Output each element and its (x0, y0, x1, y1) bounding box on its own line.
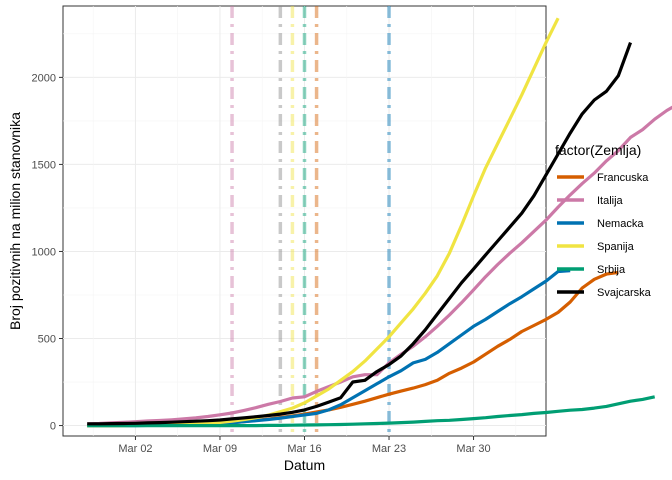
legend: factor(Zemlja) Francuska Italija Nemacka Sp… (555, 142, 652, 299)
series-line-srbija (87, 395, 656, 428)
legend-label-srbija: Srbija (597, 264, 626, 276)
x-tick-label: Mar 09 (203, 443, 237, 455)
series-line-svajcarska (87, 42, 633, 426)
legend-label-svajcarska: Svajcarska (597, 287, 652, 299)
y-tick-label: 1000 (32, 246, 56, 258)
x-tick-label: Mar 30 (456, 443, 490, 455)
y-axis-title: Broj pozitivnih na milion stanovnika (7, 112, 23, 330)
series-lines (87, 17, 672, 428)
legend-label-spanija: Spanija (597, 241, 635, 253)
y-axis: 0 500 1000 1500 2000 (32, 72, 63, 433)
y-tick-label: 0 (50, 421, 56, 433)
x-tick-label: Mar 02 (118, 443, 152, 455)
x-tick-label: Mar 23 (372, 443, 406, 455)
x-tick-label: Mar 16 (287, 443, 321, 455)
y-tick-label: 500 (38, 334, 56, 346)
gridlines (63, 6, 546, 436)
legend-label-italija: Italija (597, 195, 624, 207)
legend-label-francuska: Francuska (597, 172, 649, 184)
x-axis-title: Datum (284, 457, 325, 473)
y-tick-label: 2000 (32, 72, 56, 84)
x-axis: Mar 02 Mar 09 Mar 16 Mar 23 Mar 30 (118, 436, 491, 455)
legend-label-nemacka: Nemacka (597, 218, 644, 230)
y-tick-label: 1500 (32, 159, 56, 171)
legend-title: factor(Zemlja) (555, 142, 641, 158)
